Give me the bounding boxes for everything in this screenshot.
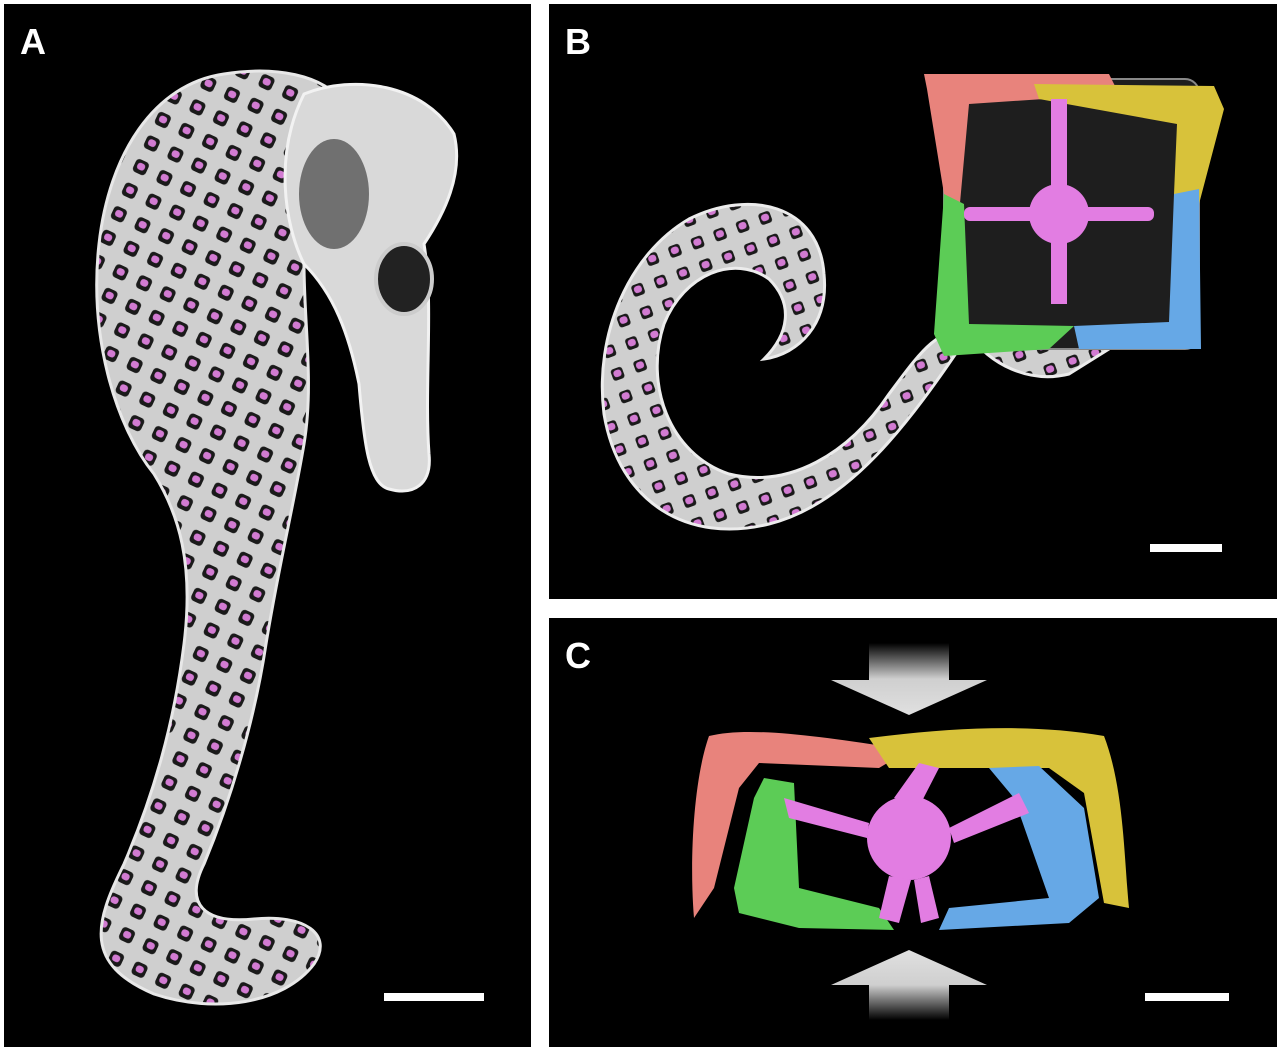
- panel-label-b: B: [565, 21, 591, 62]
- plate-yellow: [869, 728, 1129, 908]
- panel-label-a: A: [20, 21, 46, 62]
- eye-socket: [299, 139, 369, 249]
- compressed-segment-illustration: [692, 643, 1129, 1020]
- panel-b: B: [549, 4, 1277, 599]
- seahorse-body: [95, 69, 346, 1006]
- jaw-socket: [374, 242, 434, 316]
- plate-blue: [939, 766, 1099, 930]
- plate-yellow: [1034, 84, 1224, 204]
- scale-bar-a: [384, 993, 484, 1001]
- plate-green: [734, 778, 894, 930]
- arrow-up-icon: [831, 950, 987, 1020]
- seahorse-skeleton-illustration: [95, 69, 459, 1006]
- vertebra: [964, 99, 1154, 304]
- vertebra: [784, 763, 1029, 923]
- plate-green: [934, 194, 1074, 356]
- panel-a: A: [4, 4, 531, 1047]
- coiled-tail-illustration: [600, 74, 1224, 531]
- plate-red: [692, 731, 909, 918]
- scale-bar-b: [1150, 544, 1222, 552]
- square-cross-section: [924, 74, 1224, 356]
- plate-blue: [1074, 189, 1201, 349]
- scale-bar-c: [1145, 993, 1229, 1001]
- panel-c: C: [549, 618, 1277, 1047]
- compressed-cross-section: [692, 728, 1129, 930]
- panel-label-c: C: [565, 635, 591, 676]
- coiled-tail: [600, 202, 972, 531]
- arrow-down-icon: [831, 643, 987, 715]
